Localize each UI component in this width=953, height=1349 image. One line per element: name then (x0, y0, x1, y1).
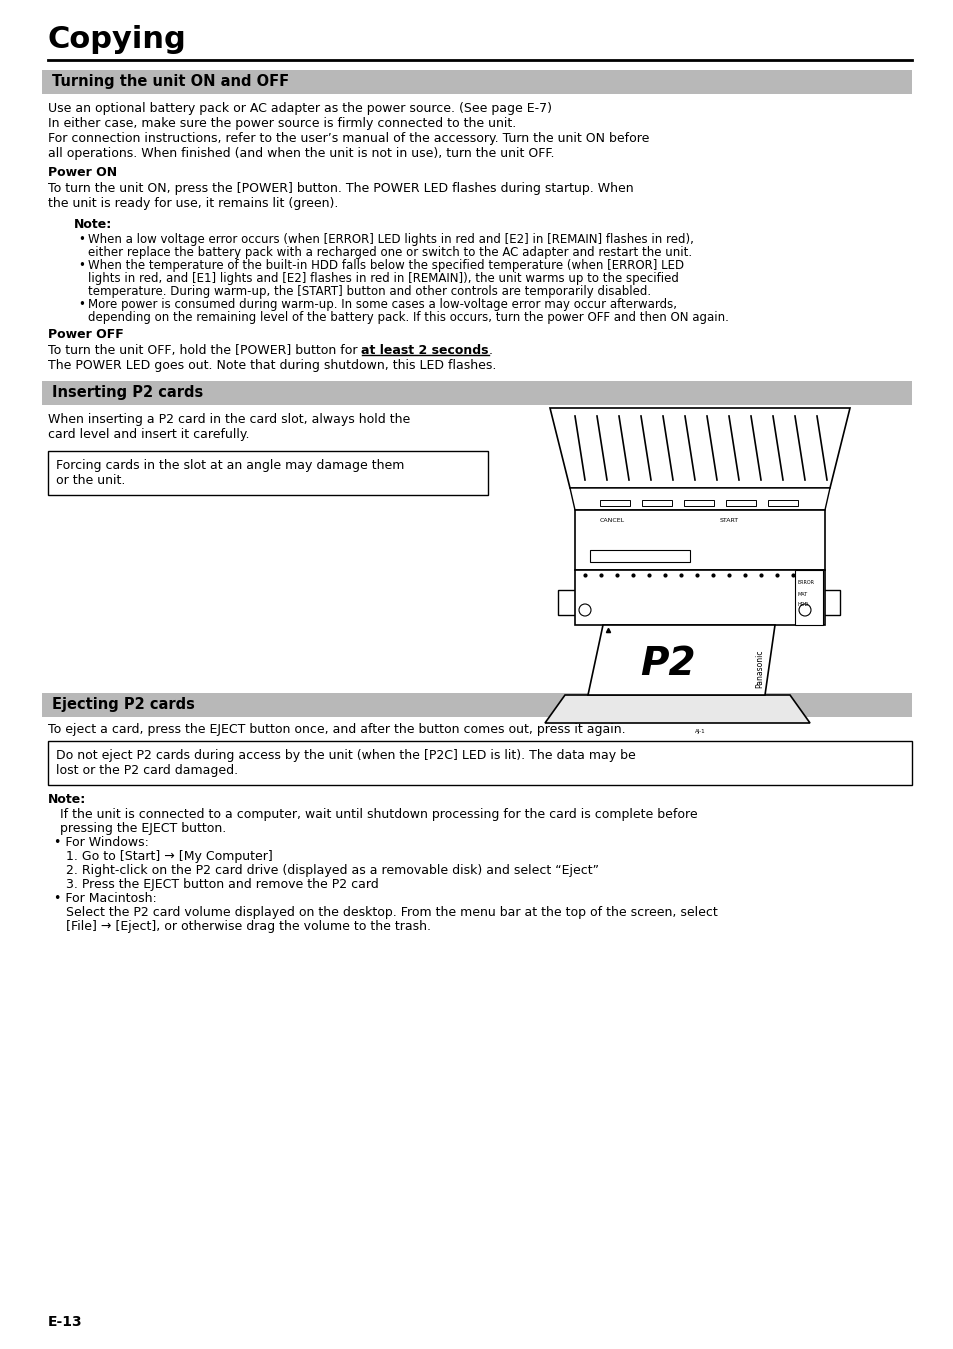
Text: • For Windows:: • For Windows: (54, 836, 149, 849)
Bar (821, 590, 840, 615)
Circle shape (799, 604, 810, 616)
Text: When the temperature of the built-in HDD falls below the specified temperature (: When the temperature of the built-in HDD… (88, 259, 683, 272)
Text: When inserting a P2 card in the card slot, always hold the: When inserting a P2 card in the card slo… (48, 413, 410, 426)
Text: If the unit is connected to a computer, wait until shutdown processing for the c: If the unit is connected to a computer, … (60, 808, 697, 822)
Text: In either case, make sure the power source is firmly connected to the unit.: In either case, make sure the power sour… (48, 117, 516, 130)
Circle shape (578, 604, 590, 616)
Bar (42, 70, 911, 94)
Text: pressing the EJECT button.: pressing the EJECT button. (60, 822, 226, 835)
Polygon shape (550, 407, 849, 488)
Text: •: • (78, 233, 85, 246)
Text: When a low voltage error occurs (when [ERROR] LED lights in red and [E2] in [REM: When a low voltage error occurs (when [E… (88, 233, 693, 246)
Bar (599, 500, 629, 506)
Bar (575, 571, 824, 625)
Text: •: • (78, 259, 85, 272)
Polygon shape (544, 695, 809, 723)
Text: 2. Right-click on the P2 card drive (displayed as a removable disk) and select “: 2. Right-click on the P2 card drive (dis… (66, 863, 598, 877)
Text: P2: P2 (639, 645, 695, 683)
Text: Do not eject P2 cards during access by the unit (when the [P2C] LED is lit). The: Do not eject P2 cards during access by t… (56, 749, 635, 762)
Text: Panasonic: Panasonic (754, 650, 763, 688)
Text: Select the P2 card volume displayed on the desktop. From the menu bar at the top: Select the P2 card volume displayed on t… (66, 907, 717, 919)
Text: Ejecting P2 cards: Ejecting P2 cards (52, 697, 194, 712)
Text: For connection instructions, refer to the user’s manual of the accessory. Turn t: For connection instructions, refer to th… (48, 132, 649, 144)
Bar (48, 741, 911, 785)
Bar (725, 500, 755, 506)
Text: Inserting P2 cards: Inserting P2 cards (52, 384, 203, 401)
Text: MAT: MAT (797, 592, 807, 598)
Text: or the unit.: or the unit. (56, 473, 125, 487)
Text: More power is consumed during warm-up. In some cases a low-voltage error may occ: More power is consumed during warm-up. I… (88, 298, 677, 312)
Text: Turning the unit ON and OFF: Turning the unit ON and OFF (52, 74, 289, 89)
Text: depending on the remaining level of the battery pack. If this occurs, turn the p: depending on the remaining level of the … (88, 312, 728, 324)
Text: either replace the battery pack with a recharged one or switch to the AC adapter: either replace the battery pack with a r… (88, 246, 691, 259)
Text: Power ON: Power ON (48, 166, 117, 179)
Bar (42, 380, 911, 405)
Text: 1. Go to [Start] → [My Computer]: 1. Go to [Start] → [My Computer] (66, 850, 273, 863)
Text: ERROR: ERROR (797, 580, 814, 585)
Text: [File] → [Eject], or otherwise drag the volume to the trash.: [File] → [Eject], or otherwise drag the … (66, 920, 431, 934)
Text: To turn the unit OFF, hold the [POWER] button for: To turn the unit OFF, hold the [POWER] b… (48, 344, 361, 357)
Text: lights in red, and [E1] lights and [E2] flashes in red in [REMAIN]), the unit wa: lights in red, and [E1] lights and [E2] … (88, 272, 679, 285)
Text: Forcing cards in the slot at an angle may damage them: Forcing cards in the slot at an angle ma… (56, 459, 404, 472)
Bar (794, 571, 822, 625)
Text: Note:: Note: (48, 793, 86, 805)
Text: all operations. When finished (and when the unit is not in use), turn the unit O: all operations. When finished (and when … (48, 147, 554, 161)
Text: the unit is ready for use, it remains lit (green).: the unit is ready for use, it remains li… (48, 197, 338, 210)
Bar (42, 693, 911, 718)
Text: 3. Press the EJECT button and remove the P2 card: 3. Press the EJECT button and remove the… (66, 878, 378, 890)
Text: Note:: Note: (74, 219, 112, 231)
Polygon shape (569, 488, 829, 510)
Text: card level and insert it carefully.: card level and insert it carefully. (48, 428, 250, 441)
Text: •: • (78, 298, 85, 312)
Text: CANCEL: CANCEL (599, 518, 624, 523)
Text: To turn the unit ON, press the [POWER] button. The POWER LED flashes during star: To turn the unit ON, press the [POWER] b… (48, 182, 633, 196)
Text: Use an optional battery pack or AC adapter as the power source. (See page E-7): Use an optional battery pack or AC adapt… (48, 103, 552, 115)
Text: HDD: HDD (797, 602, 808, 607)
Polygon shape (587, 625, 774, 695)
Text: The POWER LED goes out. Note that during shutdown, this LED flashes.: The POWER LED goes out. Note that during… (48, 359, 496, 372)
Text: at least 2 seconds: at least 2 seconds (361, 344, 489, 357)
Bar (48, 451, 488, 495)
Text: Power OFF: Power OFF (48, 328, 124, 341)
Text: AJ-1: AJ-1 (694, 728, 704, 734)
Text: E-13: E-13 (48, 1315, 83, 1329)
Bar (683, 500, 713, 506)
Text: START: START (720, 518, 739, 523)
Text: lost or the P2 card damaged.: lost or the P2 card damaged. (56, 764, 238, 777)
Bar (589, 550, 689, 563)
Bar (767, 500, 797, 506)
Bar (558, 590, 576, 615)
Text: To eject a card, press the EJECT button once, and after the button comes out, pr: To eject a card, press the EJECT button … (48, 723, 625, 737)
Text: Copying: Copying (48, 26, 187, 54)
Polygon shape (575, 510, 824, 571)
Text: temperature. During warm-up, the [START] button and other controls are temporari: temperature. During warm-up, the [START]… (88, 285, 651, 298)
Bar (641, 500, 671, 506)
Text: • For Macintosh:: • For Macintosh: (54, 892, 156, 905)
Text: .: . (489, 344, 493, 357)
